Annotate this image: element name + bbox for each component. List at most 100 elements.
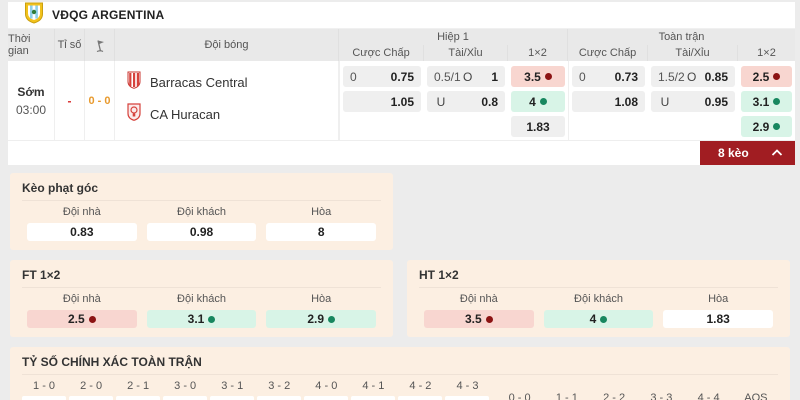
market-column: Đội khách 3.1 xyxy=(142,293,262,328)
match-score-cell: - xyxy=(55,61,85,140)
h1-over-cell[interactable]: 0.5/1 O 1 xyxy=(427,66,505,87)
match-row: Sớm 03:00 - 0 - 0 Barracas Central xyxy=(8,61,795,141)
score-odds-cell[interactable]: - xyxy=(257,396,302,400)
score-column: 1 - 1 - xyxy=(545,392,589,400)
subheader-h1-1x2: 1×2 xyxy=(508,45,568,61)
market-odds-cell[interactable]: 2.9 xyxy=(266,310,377,328)
odds-table-panel: VĐQG ARGENTINA Thời gian Tỉ số Đội bóng … xyxy=(8,2,795,165)
odds-value: 2.5 xyxy=(67,312,85,326)
match-corners-cell: 0 - 0 xyxy=(85,61,115,140)
score-column: 3 - 3 - xyxy=(639,392,683,400)
match-time-label: Sớm xyxy=(17,84,45,99)
score-odds-cell[interactable]: - xyxy=(69,396,114,400)
col-header-score: Tỉ số xyxy=(55,29,85,61)
market-odds-cell[interactable]: 2.5 xyxy=(27,310,137,328)
ft-over-odds: 0.85 xyxy=(704,69,728,84)
market-odds-cell[interactable]: 1.83 xyxy=(663,310,774,328)
ft-over-label: O xyxy=(687,69,697,84)
corner-odds-columns: Đội nhà 0.83 Đội khách 0.98 Hòa xyxy=(22,206,381,241)
h1-1x2-odds-cell[interactable]: 1.83 xyxy=(511,116,565,137)
ft-ou-line: 1.5/2 xyxy=(658,69,685,84)
score-column-header: 3 - 0 xyxy=(174,380,197,392)
score-column-header: 0 - 0 xyxy=(508,392,531,400)
group-header-first-half: Hiệp 1 xyxy=(339,29,568,45)
chevron-up-icon xyxy=(771,146,783,160)
score-column: 4 - 3 - - xyxy=(445,380,490,400)
ft-handicap-away-cell[interactable]: 1.08 xyxy=(572,91,645,112)
win-scores-group: 1 - 0 - - 2 - 0 - - 2 - 1 - - xyxy=(22,380,490,400)
market-odds-cell[interactable]: 0.83 xyxy=(27,223,137,241)
score-odds-cell[interactable]: - xyxy=(116,396,161,400)
score-column: 0 - 0 - xyxy=(498,392,542,400)
score-column: 4 - 2 - - xyxy=(398,380,443,400)
away-team-row[interactable]: CA Huracan xyxy=(127,99,338,129)
subheader-h1-handicap: Cược Chấp xyxy=(339,45,424,61)
market-odds-cell[interactable]: 4 xyxy=(543,310,654,328)
trend-dot-icon xyxy=(485,315,493,323)
h1-handicap-away-odds: 1.05 xyxy=(390,94,414,109)
market-column-header: Đội nhà xyxy=(459,293,498,305)
trend-dot-icon xyxy=(208,315,216,323)
odds-value: 3.1 xyxy=(752,94,770,109)
ft-under-label: U xyxy=(660,94,670,109)
score-odds-cell[interactable]: - xyxy=(445,396,490,400)
market-odds-cell[interactable]: 3.1 xyxy=(146,310,257,328)
trend-dot-icon xyxy=(600,315,608,323)
odds-value: 4 xyxy=(589,312,597,326)
h1-under-odds: 0.8 xyxy=(481,94,498,109)
score-odds-cell[interactable]: - xyxy=(22,396,67,400)
correct-score-body: 1 - 0 - - 2 - 0 - - 2 - 1 - - xyxy=(22,380,778,400)
market-odds-cell[interactable]: 0.98 xyxy=(146,223,257,241)
col-header-time: Thời gian xyxy=(8,29,55,61)
odds-value: 8 xyxy=(317,225,325,239)
h1-1x2-odds-cell[interactable]: 4 xyxy=(511,91,565,112)
score-odds-cell[interactable]: - xyxy=(210,396,255,400)
ft-1x2-odds-cell[interactable]: 3.1 xyxy=(741,91,792,112)
trend-dot-icon xyxy=(539,98,547,105)
score-column-header: 4 - 2 xyxy=(409,380,432,392)
ft-over-cell[interactable]: 1.5/2 O 0.85 xyxy=(651,66,735,87)
team-column: Barracas Central CA Huracan xyxy=(115,61,339,140)
h1-handicap-away-cell[interactable]: 1.05 xyxy=(343,91,421,112)
score-column-header: 4 - 3 xyxy=(456,380,479,392)
score-column-header: 2 - 1 xyxy=(127,380,150,392)
odds-value: 3.5 xyxy=(464,312,482,326)
trend-dot-icon xyxy=(544,73,552,80)
expand-markets-button[interactable]: 8 kèo xyxy=(700,141,795,165)
score-column-header: 3 - 1 xyxy=(221,380,244,392)
home-team-row[interactable]: Barracas Central xyxy=(127,67,338,97)
market-odds-cell[interactable]: 8 xyxy=(266,223,377,241)
score-column-header: AOS xyxy=(744,392,768,400)
h1-under-cell[interactable]: U 0.8 xyxy=(427,91,505,112)
odds-value: 0.98 xyxy=(189,225,214,239)
h1-1x2-odds-cell[interactable]: 3.5 xyxy=(511,66,565,87)
market-odds-cell[interactable]: 3.5 xyxy=(424,310,534,328)
subheader-h1-overunder: Tài/Xỉu xyxy=(424,45,508,61)
score-column: 4 - 4 - xyxy=(687,392,731,400)
table-header: Thời gian Tỉ số Đội bóng Hiệp 1 Toàn trậ… xyxy=(8,29,795,61)
score-odds-cell[interactable]: - xyxy=(351,396,396,400)
ft-handicap-home-cell[interactable]: 0 0.73 xyxy=(572,66,645,87)
market-column: Đội khách 4 xyxy=(539,293,659,328)
score-odds-cell[interactable]: - xyxy=(304,396,349,400)
score-column-header: 4 - 1 xyxy=(362,380,385,392)
odds-value: 3.1 xyxy=(187,312,205,326)
trend-dot-icon xyxy=(88,315,96,323)
corner-flag-icon xyxy=(85,29,115,61)
score-column-header: 2 - 0 xyxy=(80,380,103,392)
correct-score-title: TỶ SỐ CHÍNH XÁC TOÀN TRẬN xyxy=(22,355,778,375)
score-odds-cell[interactable]: - xyxy=(163,396,208,400)
score-odds-cell[interactable]: - xyxy=(398,396,443,400)
subheader-ft-handicap: Cược Chấp xyxy=(568,45,648,61)
corner-odds-section: Kèo phạt góc Đội nhà 0.83 Đội khách 0.98 xyxy=(10,173,393,250)
ft-1x2-odds-cell[interactable]: 2.9 xyxy=(741,116,792,137)
ft-handicap-home-odds: 0.73 xyxy=(614,69,638,84)
odds-value: 2.9 xyxy=(307,312,325,326)
score-column: 2 - 2 - xyxy=(592,392,636,400)
h1-handicap-home-odds: 0.75 xyxy=(390,69,414,84)
h1-handicap-home-cell[interactable]: 0 0.75 xyxy=(343,66,421,87)
market-column-header: Hòa xyxy=(708,293,729,305)
ft-under-cell[interactable]: U 0.95 xyxy=(651,91,735,112)
score-column: AOS - xyxy=(734,392,778,400)
ft-1x2-odds-cell[interactable]: 2.5 xyxy=(741,66,792,87)
